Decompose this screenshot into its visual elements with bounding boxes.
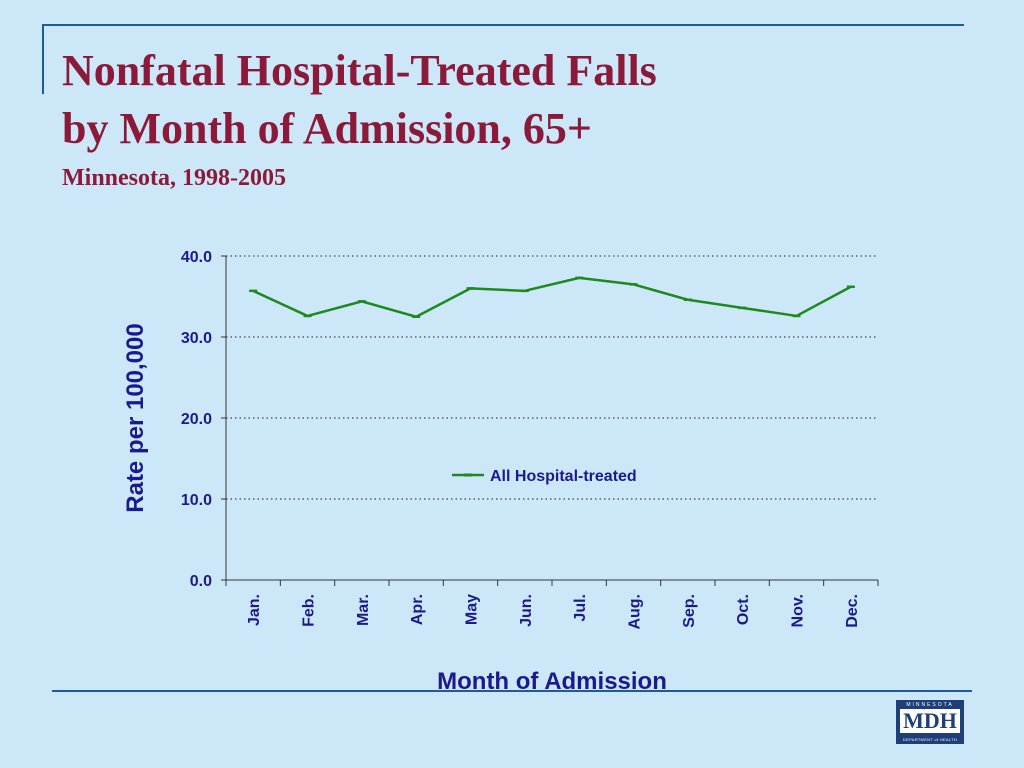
x-tick-label: Aug. [627, 594, 644, 630]
slide-title-block: Nonfatal Hospital-Treated Falls by Month… [62, 42, 657, 198]
x-tick-label: Jul. [572, 594, 589, 622]
y-axis-title: Rate per 100,000 [122, 323, 149, 512]
x-tick-label: Apr. [409, 594, 426, 625]
y-tick-label: 20.0 [181, 411, 212, 428]
x-tick-label: Sep. [681, 594, 698, 628]
slide-title-line-1: Nonfatal Hospital-Treated Falls [62, 46, 657, 95]
x-tick-label: Jun. [518, 594, 535, 627]
legend-label: All Hospital-treated [490, 468, 637, 485]
x-tick-label: Nov. [790, 594, 807, 627]
slide-subtitle: Minnesota, 1998-2005 [62, 165, 286, 191]
line-chart: 0.0 10.0 20.0 30.0 40.0 Jan. Feb. Mar. Apr. May Ju… [122, 249, 879, 695]
y-tick-label: 40.0 [181, 249, 212, 266]
series-line [252, 276, 852, 318]
logo-main-text: MDH [900, 709, 960, 733]
y-tick-label: 30.0 [181, 330, 212, 347]
x-tick-label: Oct. [735, 594, 752, 625]
x-tick-label: Dec. [844, 594, 861, 628]
x-tick-label: Jan. [246, 594, 263, 626]
bottom-rule [52, 690, 972, 692]
top-rule [42, 24, 964, 26]
y-tick-label: 10.0 [181, 492, 212, 509]
mdh-logo: MINNESOTA MDH DEPARTMENT of HEALTH [896, 700, 964, 744]
slide-title-line-2: by Month of Admission, 65+ [62, 104, 592, 153]
left-rule [42, 24, 44, 94]
x-tick-label: Mar. [355, 594, 372, 626]
logo-top-text: MINNESOTA [906, 702, 954, 708]
y-tick-label: 0.0 [190, 573, 212, 590]
x-tick-label: May [464, 594, 481, 625]
logo-bottom-text: DEPARTMENT of HEALTH [902, 737, 958, 742]
x-tick-label: Feb. [301, 594, 318, 627]
